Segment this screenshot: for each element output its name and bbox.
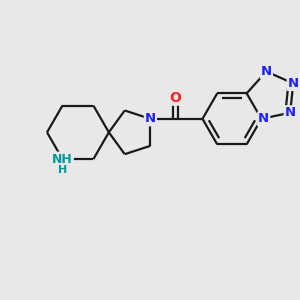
Text: NH: NH	[52, 153, 73, 166]
Text: N: N	[261, 65, 272, 78]
Text: N: N	[288, 77, 299, 90]
Text: H: H	[58, 165, 67, 175]
Text: N: N	[258, 112, 269, 125]
Text: O: O	[169, 91, 181, 105]
Text: N: N	[145, 112, 156, 125]
Text: N: N	[285, 106, 296, 119]
